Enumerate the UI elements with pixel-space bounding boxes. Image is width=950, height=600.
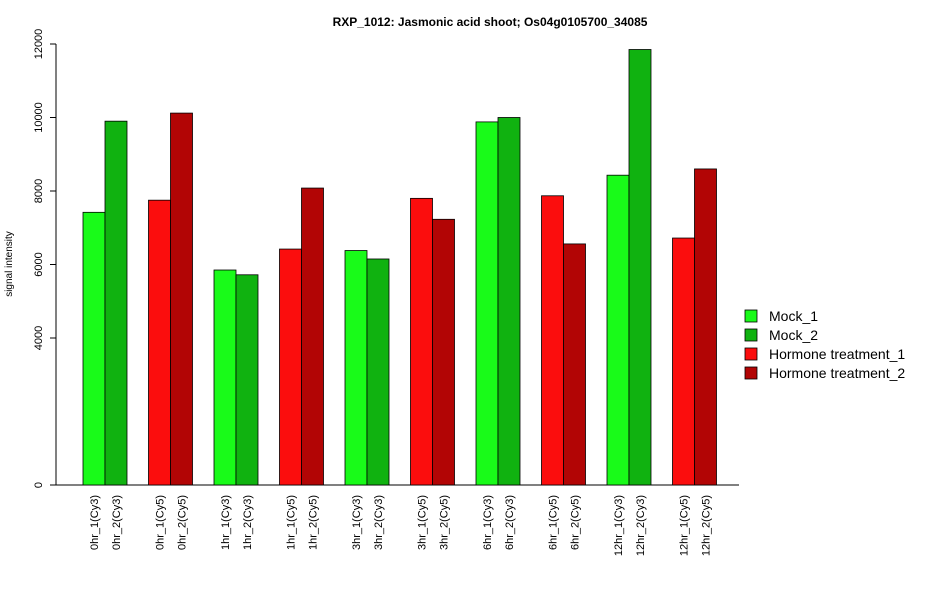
x-tick-label: 0hr_2(Cy5)	[177, 495, 189, 550]
bar	[82, 211, 106, 486]
bar	[475, 121, 499, 486]
bar	[301, 187, 324, 486]
bar	[213, 269, 237, 486]
legend-swatch	[744, 328, 758, 342]
x-tick-label: 6hr_2(Cy5)	[570, 495, 582, 550]
x-tick-label: 6hr_2(Cy3)	[504, 495, 516, 550]
x-tick-label: 0hr_2(Cy3)	[111, 495, 123, 550]
bar	[104, 120, 128, 486]
x-tick-label: 1hr_2(Cy3)	[242, 495, 254, 550]
bars-group	[82, 49, 717, 486]
bar	[672, 237, 695, 486]
bar	[410, 197, 433, 486]
y-tick-label: 4000	[33, 326, 45, 350]
legend-swatch	[744, 309, 758, 323]
bar	[606, 174, 630, 486]
bar	[541, 195, 564, 486]
y-tick-label: 0	[33, 482, 45, 488]
bar	[170, 112, 193, 486]
y-axis-label: signal intensity	[4, 231, 15, 297]
bar	[148, 199, 171, 486]
x-axis-tick-labels: 0hr_1(Cy3) 0hr_2(Cy3) 0hr_1(Cy5) 0hr_2(Cy5)…	[89, 495, 713, 556]
bar	[366, 258, 390, 486]
legend-label: Hormone treatment_1	[769, 346, 905, 362]
x-tick-label: 0hr_1(Cy5)	[155, 495, 167, 550]
x-tick-label: 0hr_1(Cy3)	[89, 495, 101, 550]
bar	[235, 274, 259, 486]
y-tick-label: 12000	[33, 29, 45, 60]
chart-title: RXP_1012: Jasmonic acid shoot; Os04g0105…	[333, 15, 648, 29]
x-tick-label: 3hr_2(Cy5)	[439, 495, 451, 550]
y-tick-label: 8000	[33, 179, 45, 203]
x-tick-label: 12hr_2(Cy5)	[701, 495, 713, 556]
x-tick-label: 6hr_1(Cy3)	[482, 495, 494, 550]
legend-label: Hormone treatment_2	[769, 365, 905, 381]
x-tick-label: 3hr_1(Cy3)	[351, 495, 363, 550]
legend-label: Mock_2	[769, 327, 818, 343]
x-tick-label: 3hr_2(Cy3)	[373, 495, 385, 550]
bar	[694, 168, 717, 486]
bar	[279, 248, 302, 486]
x-tick-label: 1hr_2(Cy5)	[308, 495, 320, 550]
x-tick-label: 6hr_1(Cy5)	[548, 495, 560, 550]
bar	[432, 218, 455, 486]
y-tick-label: 10000	[33, 102, 45, 133]
x-tick-label: 1hr_1(Cy3)	[220, 495, 232, 550]
bar	[563, 243, 586, 486]
x-tick-label: 12hr_2(Cy3)	[635, 495, 647, 556]
legend: Mock_1 Mock_2 Hormone treatment_1 Hormone t…	[744, 308, 905, 381]
legend-swatch	[744, 366, 758, 380]
y-tick-label: 6000	[33, 252, 45, 276]
x-tick-label: 12hr_1(Cy3)	[613, 495, 625, 556]
x-tick-label: 3hr_1(Cy5)	[417, 495, 429, 550]
legend-label: Mock_1	[769, 308, 818, 324]
legend-swatch	[744, 347, 758, 361]
x-tick-label: 1hr_1(Cy5)	[286, 495, 298, 550]
bar	[497, 117, 521, 486]
bar	[628, 49, 652, 486]
bar	[344, 250, 368, 486]
y-axis-ticks: 0 4000 6000 8000 10000 12000	[33, 29, 56, 488]
x-tick-label: 12hr_1(Cy5)	[679, 495, 691, 556]
